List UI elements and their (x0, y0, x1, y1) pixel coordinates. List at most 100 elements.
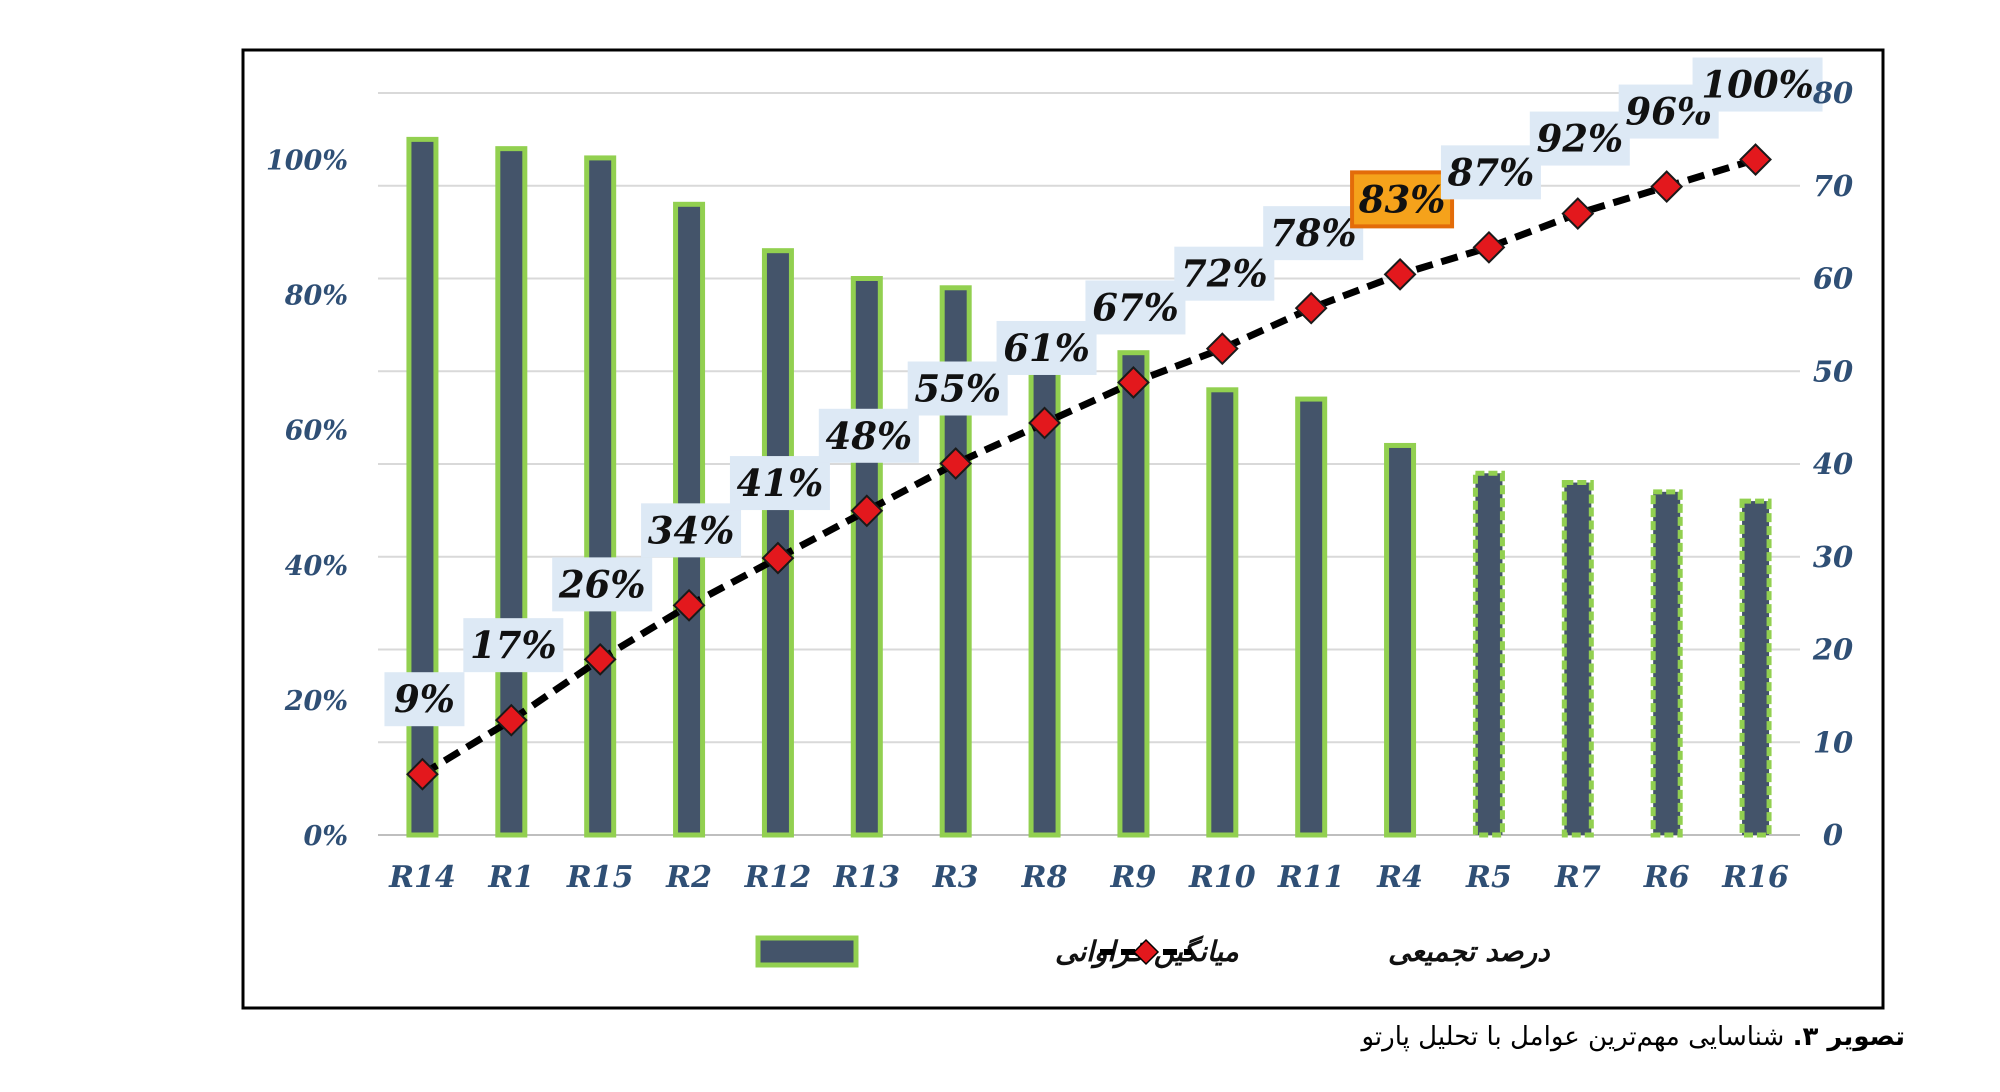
data-labels: 9% 17%26%34%41%48%55%61%67%72%78%83%87%92… (384, 57, 1823, 727)
cumulative-marker (583, 642, 617, 676)
data-label: 78% (1270, 211, 1357, 255)
bar (1295, 396, 1328, 838)
left-axis-tick: 20% (284, 686, 348, 717)
data-label-box (1440, 145, 1541, 200)
right-axis-tick: 20 (1812, 633, 1853, 667)
data-label: 72% (1181, 252, 1268, 296)
bar (1117, 350, 1150, 838)
x-axis-tick: R5 (1465, 860, 1512, 895)
cumulative-polyline (420, 156, 1757, 778)
cumulative-marker (1117, 366, 1150, 399)
data-label-box (463, 618, 564, 673)
legend-marker-swatch (1132, 938, 1160, 966)
cumulative-marker (761, 541, 795, 575)
x-axis-tick: R14 (388, 860, 456, 895)
data-label-box (384, 672, 465, 727)
data-label-box (907, 361, 1008, 416)
x-axis-tick: R10 (1188, 860, 1256, 895)
right-axis-tick: 70 (1813, 169, 1853, 203)
data-label-box (1085, 280, 1186, 335)
data-label-box (641, 503, 742, 558)
cumulative-marker (1294, 291, 1328, 325)
bar (1561, 480, 1594, 838)
x-axis-tick: R13 (832, 860, 900, 895)
data-label: 26% (558, 562, 646, 606)
x-axis-tick: R9 (1110, 860, 1157, 895)
data-label-box (1263, 206, 1364, 261)
right-axis-tick: 10 (1813, 725, 1853, 759)
cumulative-marker (1028, 406, 1061, 440)
right-axis-tick: 30 (1813, 540, 1853, 574)
figure-caption: تصویر ۳. شناسایی مهم‌ترین عوامل با تحلیل… (1361, 1022, 1905, 1052)
x-axis-tick: R4 (1376, 860, 1423, 895)
bar (584, 155, 617, 838)
x-axis-tick: R7 (1554, 860, 1601, 895)
data-label-box (818, 408, 919, 463)
bar (1384, 442, 1417, 838)
data-label: 55% (914, 367, 1001, 411)
data-label: 9% (394, 677, 455, 721)
cumulative-marker (939, 447, 973, 480)
right-axis-tick: 0 (1823, 818, 1843, 852)
x-axis-tick: R2 (665, 860, 712, 895)
cumulative-marker (672, 588, 706, 622)
x-axis-tick: R12 (744, 860, 812, 895)
left-axis-tick: 0% (304, 821, 348, 852)
bar-series (406, 136, 1772, 838)
data-label: 100% (1701, 63, 1813, 107)
legend: میانگین فراوانی درصد تجمیعی (755, 935, 1551, 969)
data-label: 83% (1358, 177, 1446, 221)
left-axis-tick: 100% (266, 146, 348, 177)
x-axis-tick: R16 (1721, 860, 1789, 895)
bar (1472, 470, 1505, 838)
left-axis-tick: 40% (285, 551, 348, 582)
x-axis-tick: R11 (1277, 860, 1345, 895)
x-axis-tick: R8 (1021, 860, 1068, 895)
axes: 0 10 20 30 40 50 60 70 80 0% 20% 40% 60% 80% 100% R14 R1… (266, 76, 1853, 895)
bar (1650, 489, 1683, 838)
bar (1206, 387, 1239, 838)
data-label-box (996, 320, 1097, 375)
x-axis-tick: R15 (566, 860, 634, 895)
cumulative-marker (494, 703, 528, 737)
cumulative-line (420, 156, 1757, 778)
right-axis-tick: 40 (1813, 447, 1853, 481)
cumulative-marker (406, 757, 439, 791)
data-label-box (1692, 57, 1823, 112)
bar (1739, 498, 1772, 838)
data-label: 34% (648, 508, 735, 552)
cumulative-marker (1561, 197, 1595, 230)
data-label-box (1529, 111, 1630, 166)
x-axis-tick: R3 (932, 860, 979, 895)
bar (406, 136, 439, 838)
legend-bar-swatch (755, 935, 859, 968)
data-label: 92% (1536, 117, 1623, 161)
data-label: 67% (1092, 285, 1179, 329)
data-label: 61% (1003, 326, 1090, 370)
cumulative-marker (1472, 230, 1506, 264)
data-label-highlight-box (1350, 170, 1455, 229)
data-label: 87% (1447, 150, 1535, 194)
legend-line-label: درصد تجمیعی (1388, 935, 1551, 969)
bar (850, 276, 883, 838)
data-label-box (1174, 246, 1275, 301)
data-label: 41% (737, 461, 824, 505)
x-axis-tick: R6 (1643, 860, 1690, 895)
data-label-box (552, 557, 653, 612)
cumulative-markers (406, 143, 1772, 791)
cumulative-marker (1383, 257, 1417, 291)
cumulative-marker (850, 494, 884, 528)
data-label-box (729, 456, 830, 511)
data-label: 17% (470, 623, 557, 667)
cumulative-marker (1205, 332, 1239, 366)
x-axis-tick: R1 (487, 860, 534, 895)
right-axis-tick: 80 (1812, 76, 1853, 110)
caption-text: شناسایی مهم‌ترین عوامل با تحلیل پارتو (1361, 1022, 1793, 1052)
data-label: 48% (825, 414, 912, 458)
cumulative-marker (1739, 143, 1772, 176)
cumulative-marker (1650, 170, 1684, 203)
right-axis-tick: 50 (1813, 354, 1853, 388)
caption-prefix: تصویر ۳. (1792, 1022, 1905, 1052)
left-axis-tick: 60% (285, 416, 348, 447)
